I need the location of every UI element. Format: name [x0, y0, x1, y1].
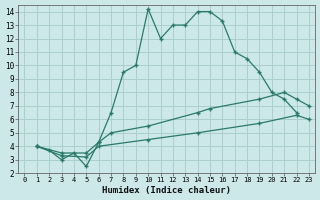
X-axis label: Humidex (Indice chaleur): Humidex (Indice chaleur)	[102, 186, 231, 195]
